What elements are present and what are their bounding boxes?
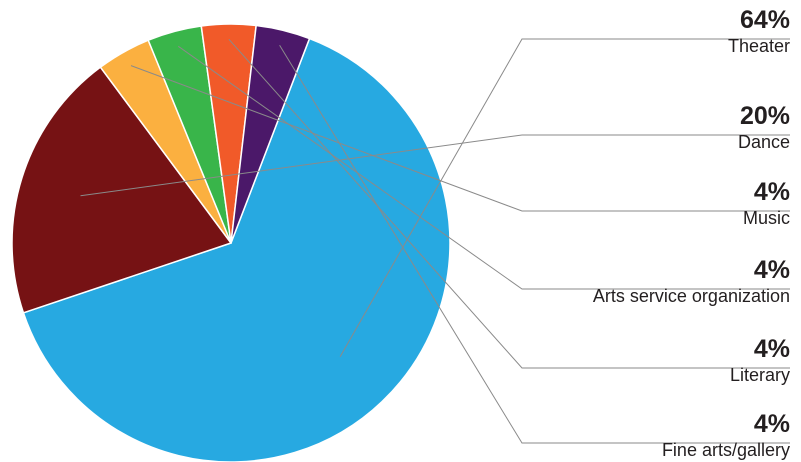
leader-line	[228, 38, 790, 369]
slice-percent-label: 4%	[754, 256, 790, 284]
leader-line	[279, 44, 790, 444]
slice-category-label: Theater	[728, 36, 790, 56]
leader-line	[130, 65, 790, 212]
leader-line	[178, 45, 790, 290]
pie-slice-fine-arts-gallery	[230, 24, 311, 244]
leader-line	[339, 38, 790, 358]
pie-slices	[11, 23, 451, 462]
slice-category-label: Music	[743, 208, 790, 228]
leader-lines	[80, 38, 790, 444]
slice-category-label: Literary	[730, 365, 790, 385]
leader-line	[80, 134, 790, 197]
slice-percent-label: 64%	[740, 6, 790, 34]
slice-percent-label: 4%	[754, 410, 790, 438]
slice-percent-label: 20%	[740, 102, 790, 130]
slice-percent-label: 4%	[754, 178, 790, 206]
slice-category-label: Dance	[738, 132, 790, 152]
slice-category-label: Fine arts/gallery	[662, 440, 790, 460]
slice-category-label: Arts service organization	[593, 286, 790, 306]
slice-percent-label: 4%	[754, 335, 790, 363]
